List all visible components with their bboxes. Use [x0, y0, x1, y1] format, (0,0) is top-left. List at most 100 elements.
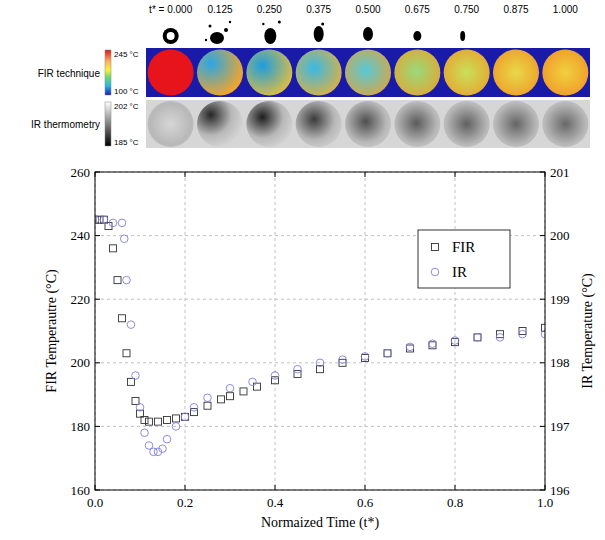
time-label: 0.250 [257, 4, 282, 15]
droplet [278, 21, 281, 24]
grid-line [455, 172, 456, 490]
y2-tick [540, 235, 545, 236]
point [96, 216, 103, 223]
point [294, 365, 302, 373]
droplet-images [163, 21, 466, 45]
y-tick-label: 160 [71, 483, 91, 498]
point [110, 245, 117, 252]
ir-row: 202 °C185 °CIR thermometry [31, 100, 590, 148]
axes: 0.00.20.40.60.81.01601802002202402601961… [44, 165, 596, 532]
thermal-image [542, 101, 588, 147]
row-label: FIR technique [38, 68, 101, 79]
point [123, 276, 131, 284]
y2-tick-label: 196 [550, 483, 570, 498]
point [519, 330, 527, 338]
point [271, 372, 279, 380]
thermal-image [444, 101, 490, 147]
row-background [146, 100, 590, 148]
droplet [229, 21, 231, 23]
plot-frame [95, 172, 545, 490]
point [204, 402, 211, 409]
figure: t* = 0.000 0.125 0.250 0.375 0.500 0.675 0.750… [0, 0, 605, 540]
point [155, 418, 162, 425]
droplet [210, 32, 224, 44]
x-tick-top [275, 172, 276, 177]
thermal-image [542, 50, 588, 96]
time-label: 0.375 [306, 4, 331, 15]
thermal-image [148, 50, 194, 96]
thermal-image [246, 101, 292, 147]
point [182, 413, 189, 420]
point [361, 353, 369, 361]
y2-tick-label: 201 [550, 165, 570, 180]
legend: FIRIR [418, 230, 510, 288]
thermal-image [148, 101, 194, 147]
point [227, 393, 234, 400]
point [127, 321, 135, 329]
series-ir [95, 216, 545, 456]
point [451, 337, 459, 345]
legend-label: FIR [452, 239, 475, 255]
x-tick-label: 0.2 [177, 495, 193, 510]
y-tick [95, 362, 100, 363]
row-background [146, 48, 590, 97]
point [181, 413, 189, 421]
x-tick [185, 485, 186, 490]
colorbar-max: 202 °C [114, 102, 139, 111]
x-tick-label: 0.6 [357, 495, 374, 510]
droplet [460, 31, 465, 41]
colorbar-min: 100 °C [114, 87, 139, 96]
point [173, 415, 180, 422]
time-label: 0.750 [454, 4, 479, 15]
y-tick [95, 235, 100, 236]
point [226, 384, 234, 392]
point [100, 216, 108, 224]
colorbar-max: 245 °C [114, 50, 139, 59]
point [240, 388, 247, 395]
point [496, 334, 504, 342]
point [406, 343, 414, 351]
point [204, 394, 212, 402]
y2-tick [540, 426, 545, 427]
y-tick-label: 220 [71, 292, 91, 307]
thermal-image [296, 101, 342, 147]
colorbar [105, 50, 111, 95]
time-label: 0.675 [405, 4, 430, 15]
x-tick-label: 0.8 [447, 495, 463, 510]
point [118, 219, 126, 227]
droplet [209, 25, 212, 28]
grid-line [95, 362, 545, 363]
time-label: t* = 0.000 [149, 4, 193, 15]
y2-axis-title: IR Temperature (°C) [580, 273, 596, 389]
colorbar-min: 185 °C [114, 138, 139, 147]
y2-tick-label: 199 [550, 292, 570, 307]
colorbar [105, 102, 111, 146]
thermal-image [444, 50, 490, 96]
y-tick-label: 240 [71, 228, 91, 243]
thermal-image [493, 101, 539, 147]
time-label: 0.125 [207, 4, 232, 15]
thermal-image [246, 50, 292, 96]
grid-line [365, 172, 366, 490]
thermal-image [394, 50, 440, 96]
y2-tick [540, 362, 545, 363]
droplet [264, 28, 276, 44]
x-tick [365, 485, 366, 490]
point [339, 356, 347, 364]
time-label: 0.500 [355, 4, 380, 15]
y-tick [95, 299, 100, 300]
y-tick-label: 180 [71, 419, 91, 434]
chart: 0.00.20.40.60.81.01601802002202402601961… [44, 165, 596, 532]
point [218, 396, 225, 403]
point [172, 423, 180, 431]
x-tick [275, 485, 276, 490]
thermal-image [197, 101, 243, 147]
y-tick-label: 260 [71, 165, 91, 180]
point [474, 334, 481, 341]
point [146, 418, 153, 425]
fir-row: 245 °C 100 °C FIR technique [38, 48, 590, 97]
grid [95, 172, 545, 490]
point [254, 383, 261, 390]
point [119, 315, 126, 322]
grid-line [275, 172, 276, 490]
